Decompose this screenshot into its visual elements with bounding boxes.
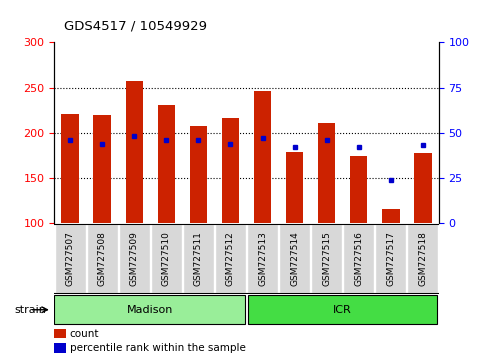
Bar (247, 224, 278, 293)
Text: GSM727510: GSM727510 (162, 231, 171, 286)
Text: Madison: Madison (127, 305, 174, 315)
Bar (318, 123, 335, 223)
Bar (382, 209, 399, 223)
Bar (215, 224, 246, 293)
Bar (94, 115, 111, 223)
Bar (119, 224, 150, 293)
Text: GSM727509: GSM727509 (130, 231, 139, 286)
Bar (54, 329, 66, 338)
Bar (190, 126, 207, 223)
Bar (286, 152, 303, 223)
Bar (350, 156, 367, 223)
Text: GSM727515: GSM727515 (322, 231, 331, 286)
Text: strain: strain (15, 305, 47, 315)
Text: GDS4517 / 10549929: GDS4517 / 10549929 (64, 19, 207, 33)
Text: GSM727508: GSM727508 (98, 231, 107, 286)
Text: percentile rank within the sample: percentile rank within the sample (70, 343, 246, 353)
Bar (279, 224, 310, 293)
Bar (183, 224, 214, 293)
Bar (62, 114, 79, 223)
Text: GSM727518: GSM727518 (418, 231, 427, 286)
Bar (151, 224, 182, 293)
Text: GSM727512: GSM727512 (226, 231, 235, 286)
Bar (126, 81, 143, 223)
Bar (54, 343, 66, 353)
Bar (407, 224, 438, 293)
Text: GSM727513: GSM727513 (258, 231, 267, 286)
Bar (158, 105, 175, 223)
Bar (343, 224, 374, 293)
Bar (87, 224, 118, 293)
Text: GSM727507: GSM727507 (66, 231, 75, 286)
Bar (55, 224, 86, 293)
Text: GSM727517: GSM727517 (386, 231, 395, 286)
Bar (414, 153, 431, 223)
Text: count: count (70, 329, 99, 339)
Bar (222, 118, 239, 223)
Bar (375, 224, 406, 293)
Bar (54, 295, 245, 324)
Text: GSM727511: GSM727511 (194, 231, 203, 286)
Bar (311, 224, 342, 293)
Bar (248, 295, 437, 324)
Bar (254, 91, 271, 223)
Text: ICR: ICR (333, 305, 352, 315)
Text: GSM727514: GSM727514 (290, 231, 299, 286)
Text: GSM727516: GSM727516 (354, 231, 363, 286)
